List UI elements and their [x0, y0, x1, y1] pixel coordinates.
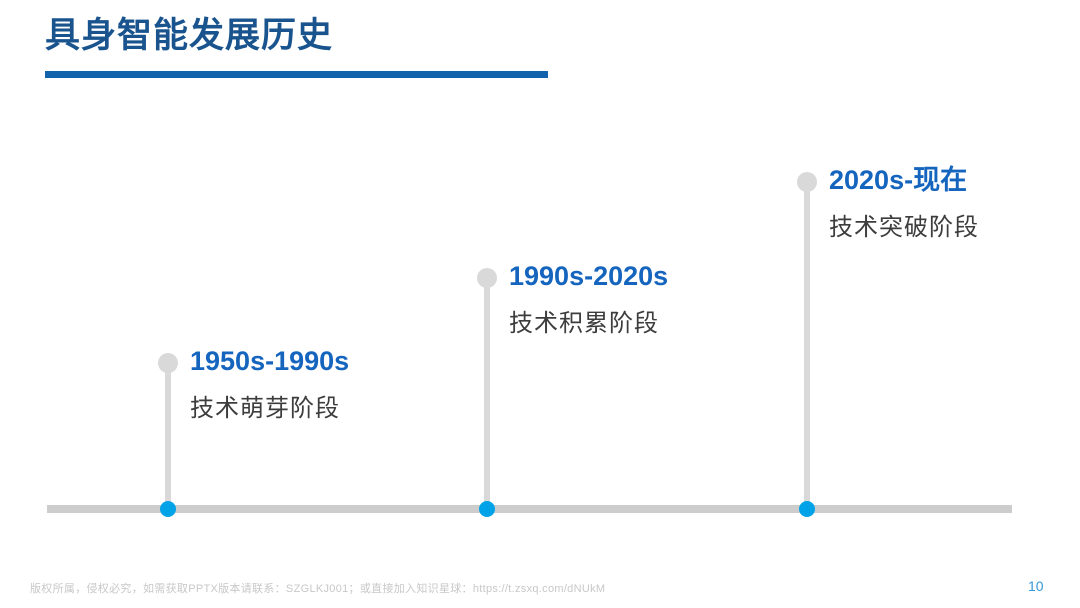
timeline-node-circle — [477, 268, 497, 288]
timeline-item-text: 1950s-1990s 技术萌芽阶段 — [190, 346, 350, 422]
timeline-stage-label: 技术积累阶段 — [509, 309, 659, 337]
timeline-base-dot — [479, 501, 495, 517]
timeline-period-label: 2020s-现在 — [829, 165, 968, 195]
timeline-base-dot — [799, 501, 815, 517]
timeline-vertical-line — [165, 363, 171, 509]
timeline-base-dot — [160, 501, 176, 517]
copyright-text: 版权所属，侵权必究，如需获取PPTX版本请联系：SZGLKJ001；或直接加入知… — [30, 583, 606, 595]
timeline-stage-label: 技术萌芽阶段 — [190, 394, 340, 422]
timeline-period-label: 1990s-2020s — [509, 261, 669, 291]
timeline-period-label: 1950s-1990s — [190, 346, 350, 376]
timeline-stage-label: 技术突破阶段 — [829, 213, 979, 241]
page-title: 具身智能发展历史 — [45, 16, 334, 55]
timeline-node-circle — [797, 172, 817, 192]
timeline-item-text: 2020s-现在 技术突破阶段 — [829, 165, 979, 241]
timeline-vertical-line — [804, 182, 810, 509]
timeline-node-circle — [158, 353, 178, 373]
title-underline — [45, 71, 548, 78]
timeline-item-text: 1990s-2020s 技术积累阶段 — [509, 261, 669, 337]
timeline-baseline — [47, 505, 1012, 513]
timeline-vertical-line — [484, 278, 490, 509]
page-number: 10 — [1028, 578, 1044, 594]
